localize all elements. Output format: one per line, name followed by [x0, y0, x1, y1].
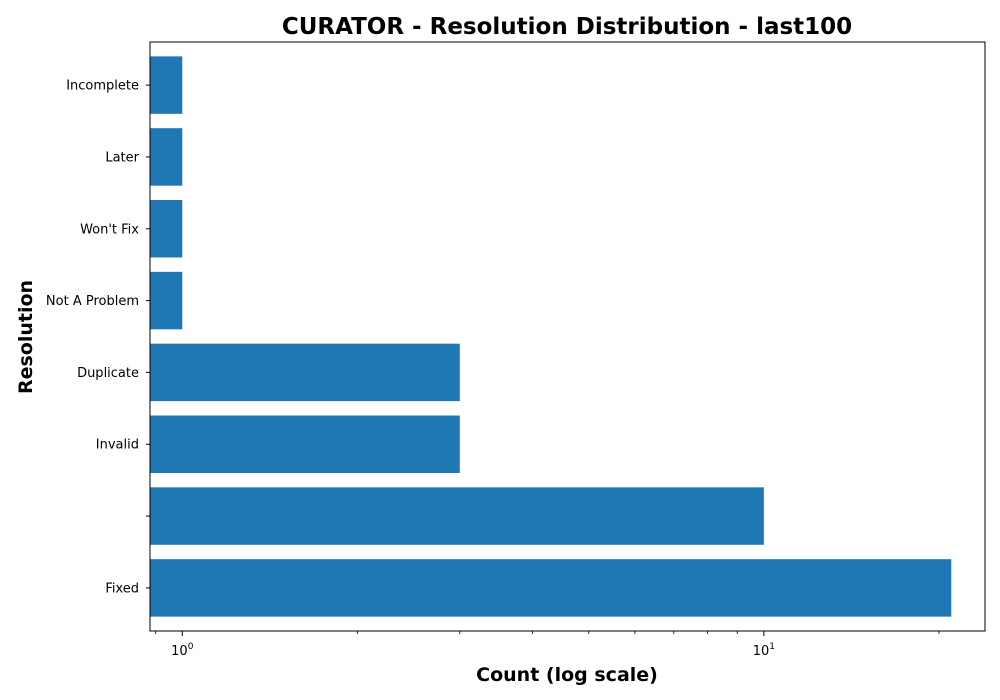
x-axis-label: Count (log scale)	[476, 664, 658, 686]
y-axis-ticks: Fixed Invalid Duplicate Not A Problem Won't …	[46, 79, 150, 596]
y-tick-label: Later	[105, 150, 139, 165]
bar-duplicate	[150, 343, 460, 402]
plot-area-frame	[149, 41, 986, 632]
y-tick-label: Fixed	[105, 581, 139, 596]
bar-won-t-fix	[150, 200, 183, 258]
y-tick-label: Incomplete	[66, 79, 139, 94]
bar-invalid	[150, 415, 460, 473]
x-tick-label: 100	[171, 642, 194, 659]
bars-group	[150, 56, 952, 617]
y-axis-label: Resolution	[15, 280, 37, 394]
bar-unlabeled	[150, 487, 764, 545]
chart-title: CURATOR - Resolution Distribution - last…	[282, 14, 852, 40]
y-tick-label: Won't Fix	[80, 222, 139, 237]
y-tick-label: Invalid	[96, 438, 139, 453]
bar-not-a-problem	[150, 271, 183, 330]
x-axis-ticks: 100 101	[155, 631, 940, 659]
y-tick-label: Duplicate	[77, 366, 139, 381]
bar-later	[150, 128, 183, 186]
bar-fixed	[150, 559, 952, 617]
y-tick-label: Not A Problem	[46, 294, 139, 309]
bar-incomplete	[150, 56, 183, 114]
x-tick-label: 101	[753, 642, 775, 659]
